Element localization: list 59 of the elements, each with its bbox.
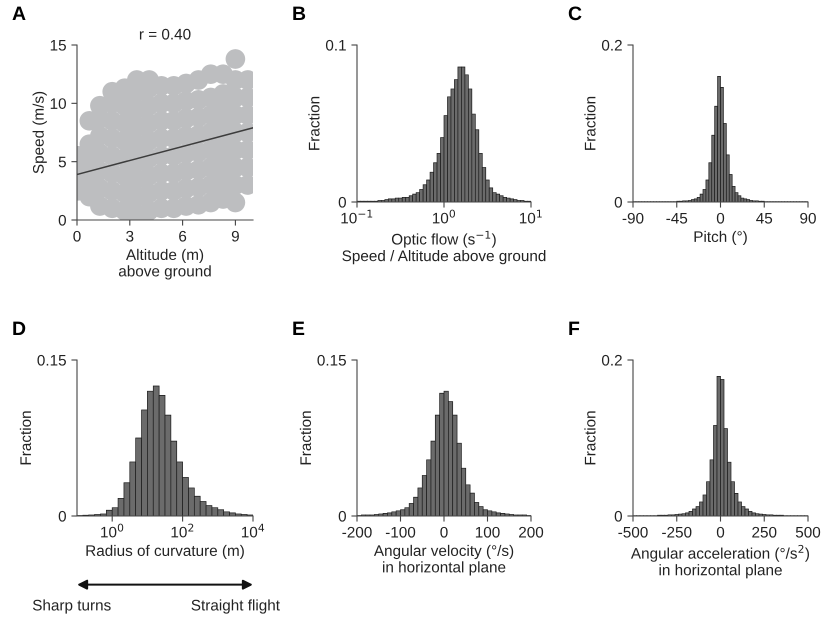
text: A bbox=[12, 6, 26, 20]
x-tick-label: 6 bbox=[179, 230, 186, 242]
x-tick-label: 0 bbox=[73, 230, 81, 242]
x-tick-label: 3 bbox=[126, 230, 134, 242]
x-tick-label: 45 bbox=[756, 212, 772, 224]
x-tick-label: 0 bbox=[716, 526, 724, 538]
x-tick-label: -90 bbox=[622, 212, 644, 224]
x-tick-label: -45 bbox=[666, 212, 688, 224]
y-axis-title: Fraction bbox=[20, 411, 32, 464]
x-tick-label: 0 bbox=[716, 212, 724, 224]
chart-title: r = 0.40 bbox=[140, 28, 191, 40]
x-tick-label: 10$^{4}$ bbox=[242, 524, 264, 538]
x-tick-label: 10$^{0}$ bbox=[101, 524, 124, 538]
y-axis-title: Fraction bbox=[584, 96, 596, 150]
text: Angular acceleration (°/s$^{2}$) in horizontal plane bbox=[630, 544, 810, 578]
x-tick-label: 500 bbox=[796, 526, 820, 538]
x-axis-title: Altitude (m) above ground bbox=[118, 248, 211, 280]
x-tick-label: 90 bbox=[800, 212, 816, 224]
x-tick-label: 10$^{0}$ bbox=[432, 210, 456, 224]
text: F bbox=[569, 322, 580, 336]
x-axis-title: Angular velocity (°/s) in horizontal plane bbox=[374, 544, 514, 576]
y-axis-title: Fraction bbox=[300, 411, 312, 464]
x-tick-label: -500 bbox=[618, 526, 648, 538]
y-tick-label: 5 bbox=[58, 156, 66, 168]
x-axis-title: Optic flow (s$^{−1}$) Speed / Altitude above ground bbox=[342, 230, 546, 264]
text: C bbox=[568, 6, 582, 20]
y-tick-label: 0.15 bbox=[317, 354, 346, 366]
y-tick-label: 0.2 bbox=[602, 40, 622, 51]
y-tick-label: 0.2 bbox=[602, 354, 622, 366]
text: E bbox=[293, 322, 304, 336]
y-axis-title: Fraction bbox=[308, 96, 320, 150]
x-tick-label: 200 bbox=[519, 526, 544, 538]
x-tick-label: 250 bbox=[752, 526, 776, 538]
y-tick-label: 10 bbox=[50, 98, 66, 110]
x-tick-label: 9 bbox=[232, 230, 239, 242]
text: D bbox=[13, 322, 26, 336]
x-tick-label: 0 bbox=[440, 526, 448, 538]
text: Straight flight bbox=[192, 599, 280, 614]
y-tick-label: 15 bbox=[50, 40, 66, 51]
x-tick-label: -100 bbox=[386, 526, 416, 538]
x-tick-label: 10$^{−1}$ bbox=[341, 210, 372, 224]
text: B bbox=[293, 6, 306, 20]
x-tick-label: -250 bbox=[662, 526, 692, 538]
y-axis-title: Fraction bbox=[584, 411, 596, 464]
y-tick-label: 0 bbox=[614, 196, 622, 208]
x-tick-label: 100 bbox=[476, 526, 500, 538]
x-axis-title: Pitch (°) bbox=[694, 230, 747, 246]
x-axis-title: Radius of curvature (m) bbox=[86, 544, 244, 560]
text: Sharp turns bbox=[32, 599, 111, 614]
y-tick-label: 0 bbox=[338, 196, 346, 208]
y-tick-label: 0 bbox=[58, 510, 66, 522]
y-axis-title: Speed (m/s) bbox=[32, 92, 47, 174]
x-tick-label: 10$^{1}$ bbox=[520, 210, 542, 224]
y-tick-label: 0.15 bbox=[37, 354, 66, 366]
y-tick-label: 0 bbox=[614, 510, 622, 522]
y-tick-label: 0 bbox=[338, 510, 346, 522]
x-tick-label: -200 bbox=[342, 526, 372, 538]
x-tick-label: 10$^{2}$ bbox=[172, 524, 194, 538]
y-tick-label: 0.1 bbox=[326, 40, 346, 51]
